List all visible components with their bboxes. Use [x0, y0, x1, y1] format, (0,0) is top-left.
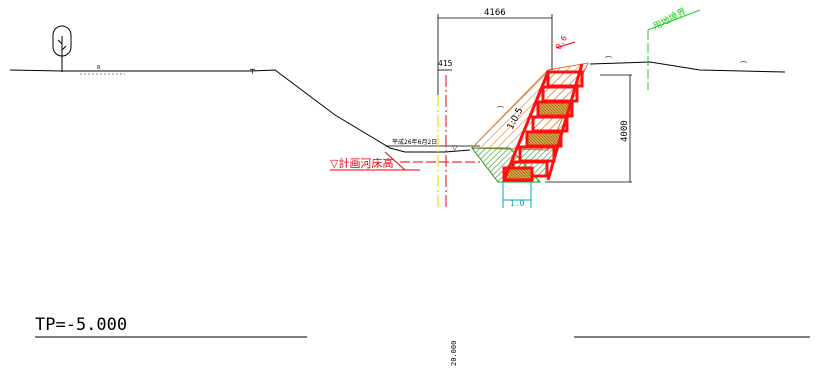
marker-r: R — [97, 65, 101, 71]
tree-icon — [52, 25, 72, 72]
bottom-scale-label: 20.000 — [450, 341, 458, 366]
ground-profile-right — [589, 61, 786, 73]
base-ratio-dimension: 1.0 — [510, 199, 525, 208]
land-boundary-label: 用地境界 — [651, 5, 688, 33]
survey-mark: ┬ — [249, 65, 255, 75]
survey-mark: ⌒ — [605, 56, 612, 64]
riverbed-leader-slant — [384, 151, 406, 171]
survey-date-label: 平成26年6月2日 — [392, 138, 437, 146]
survey-mark: ⌒ — [740, 61, 747, 69]
offset-width-dimension: 415 — [438, 59, 453, 68]
survey-mark: ⌒ — [497, 106, 504, 114]
tp-level-label: TP=-5.000 — [35, 315, 127, 335]
land-boundary-leader — [647, 9, 701, 31]
ground-profile — [9, 69, 471, 153]
bench-dim-line — [555, 41, 576, 49]
water-level-mark: ▽ — [452, 144, 458, 152]
top-width-dimension: 4166 — [484, 8, 506, 18]
crib-wall — [502, 63, 584, 182]
riverbed-label: ▽計画河床高 — [330, 156, 393, 170]
bench-dimension: 0.6 — [554, 34, 569, 51]
wall-height-dimension: 4000 — [620, 120, 630, 142]
